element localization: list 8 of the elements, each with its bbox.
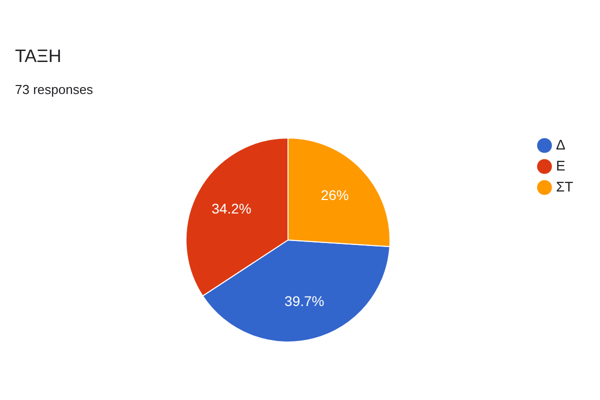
legend-label: Δ [556, 136, 566, 152]
text: 73 responses [15, 82, 94, 97]
data-label: 26% [320, 187, 349, 204]
text: ΤΑΞΗ [15, 46, 62, 66]
legend-label: ΣΤ [556, 178, 574, 194]
data-label: 34.2% [212, 200, 252, 216]
data-label: 39.7% [284, 293, 324, 310]
legend-label: Ε [556, 158, 566, 174]
